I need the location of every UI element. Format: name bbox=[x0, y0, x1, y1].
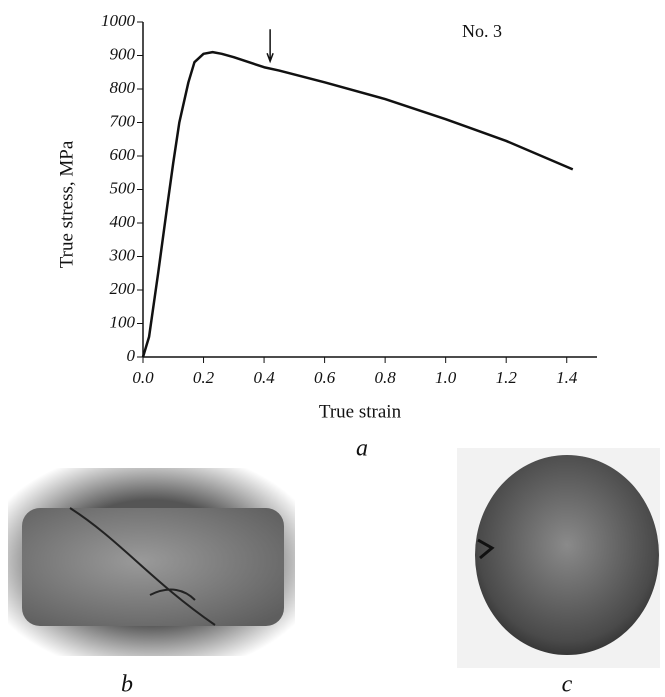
y-tick-label: 900 bbox=[110, 44, 136, 63]
y-tick-label: 200 bbox=[110, 279, 136, 298]
y-tick-label: 400 bbox=[110, 212, 136, 231]
y-tick-label: 0 bbox=[127, 346, 136, 365]
x-tick-label: 0.8 bbox=[375, 368, 397, 387]
x-tick-label: 1.0 bbox=[435, 368, 457, 387]
x-tick-label: 1.4 bbox=[556, 368, 578, 387]
x-axis-label: True strain bbox=[319, 401, 402, 422]
x-tick-label: 0.0 bbox=[132, 368, 154, 387]
x-tick-label: 1.2 bbox=[496, 368, 518, 387]
y-axis-label: True stress, MPa bbox=[56, 140, 77, 268]
line bbox=[141, 50, 574, 358]
y-tick-label: 300 bbox=[109, 245, 136, 264]
chart: 0.0 0.2 0.4 0.6 0.8 1.0 1.2 1.4 0 100 200 300 400 500… bbox=[56, 11, 597, 422]
y-tick-label: 600 bbox=[110, 145, 136, 164]
panel-label: c bbox=[562, 672, 573, 697]
y-tick-label: 1000 bbox=[101, 11, 136, 30]
photo-c bbox=[457, 448, 660, 668]
photo-b bbox=[8, 468, 295, 656]
x-tick-label: 0.2 bbox=[193, 368, 215, 387]
x-tick-label: 0.6 bbox=[314, 368, 336, 387]
annotation: No. 3 bbox=[462, 21, 502, 41]
y-tick-label: 100 bbox=[110, 312, 136, 331]
y-tick-label: 700 bbox=[110, 111, 136, 130]
y-tick-label: 500 bbox=[110, 178, 136, 197]
panel-label: b bbox=[121, 672, 133, 697]
arrow bbox=[266, 29, 274, 64]
y-tick-label: 800 bbox=[110, 78, 136, 97]
x-tick-label: 0.4 bbox=[253, 368, 275, 387]
panel-label: a bbox=[356, 436, 368, 462]
